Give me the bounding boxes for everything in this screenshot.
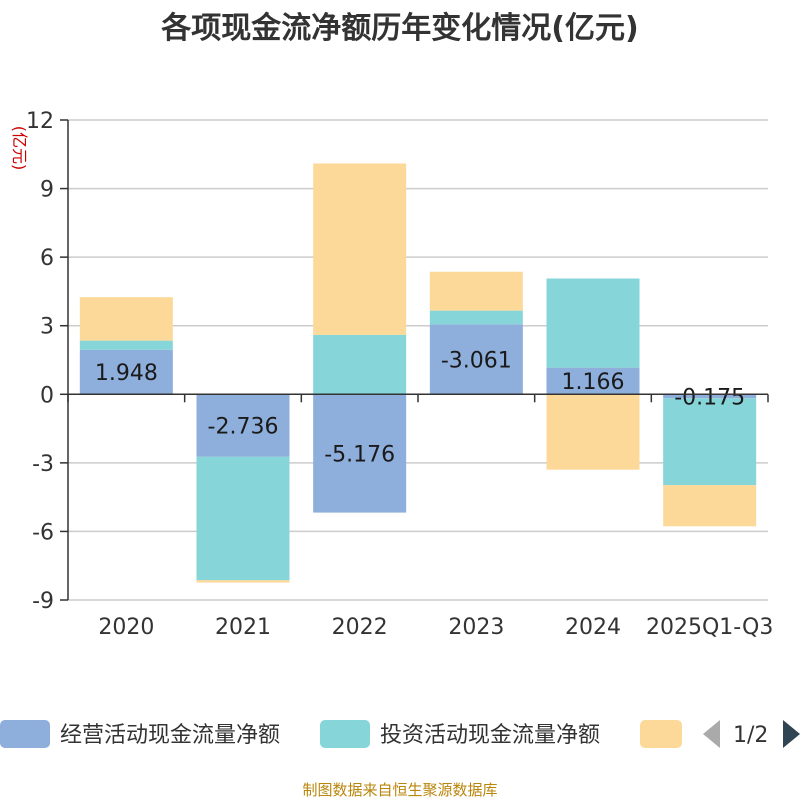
y-axis-unit: (亿元) <box>10 126 29 171</box>
bar-2 <box>663 485 757 527</box>
bar-2 <box>196 580 290 583</box>
data-label: -5.176 <box>324 442 395 467</box>
x-axis-labels: 2020 2021 2022 2023 2024 2025Q1-Q3 <box>98 615 773 640</box>
data-label: 1.166 <box>562 370 625 395</box>
x-tick-label: 2023 <box>448 615 504 640</box>
legend-page-indicator: 1/2 <box>733 723 768 748</box>
bar-1 <box>546 278 640 368</box>
bar-0 <box>546 367 640 395</box>
y-tick-label: 9 <box>40 178 54 203</box>
source-note: 制图数据来自恒生聚源数据库 <box>302 781 497 799</box>
data-label: 1.948 <box>95 361 158 386</box>
y-tick-label: -6 <box>32 520 54 545</box>
x-tick-label: 2020 <box>98 615 154 640</box>
legend-label-0[interactable]: 经营活动现金流量净额 <box>60 723 280 748</box>
y-tick-label: -9 <box>32 589 54 614</box>
bar-2 <box>546 394 640 470</box>
axes <box>60 119 769 601</box>
bar-0 <box>79 349 173 395</box>
bar-2 <box>429 271 523 311</box>
y-tick-label: 0 <box>40 383 54 408</box>
y-tick-label: 12 <box>26 109 54 134</box>
legend-swatch-2[interactable] <box>640 720 682 748</box>
bar-2 <box>313 163 407 335</box>
bars <box>79 163 757 583</box>
y-tick-label: 3 <box>40 315 54 340</box>
grid-lines <box>68 119 768 601</box>
legend-next-page-icon[interactable] <box>783 720 800 748</box>
x-tick-label: 2021 <box>215 615 271 640</box>
data-label: -3.061 <box>441 348 512 373</box>
bar-0 <box>196 394 290 457</box>
bar-1 <box>313 334 407 395</box>
chart-title: 各项现金流净额历年变化情况(亿元) <box>160 11 638 46</box>
legend-swatch-0[interactable] <box>0 720 50 748</box>
legend-swatch-1[interactable] <box>320 720 370 748</box>
bar-1 <box>196 456 290 581</box>
bar-0 <box>429 324 523 395</box>
data-label: -2.736 <box>208 415 279 440</box>
x-tick-label: 2022 <box>332 615 388 640</box>
x-tick-label: 2025Q1-Q3 <box>646 615 773 640</box>
legend: 经营活动现金流量净额 投资活动现金流量净额 1/2 <box>0 720 800 748</box>
legend-label-1[interactable]: 投资活动现金流量净额 <box>380 723 600 748</box>
y-tick-label: 6 <box>40 246 54 271</box>
data-labels: 1.948 -2.736 -5.176 -3.061 1.166 -0.175 <box>95 348 745 467</box>
bar-1 <box>663 398 757 486</box>
y-axis-ticks: -9 -6 -3 0 3 6 9 12 <box>26 109 54 614</box>
bar-1 <box>79 340 173 350</box>
bar-0 <box>663 394 757 399</box>
data-label: -0.175 <box>674 385 745 410</box>
bar-1 <box>429 310 523 325</box>
legend-prev-page-icon[interactable] <box>703 720 720 748</box>
y-tick-label: -3 <box>32 452 54 477</box>
bar-0 <box>313 394 407 513</box>
bar-2 <box>79 297 173 341</box>
x-tick-label: 2024 <box>565 615 621 640</box>
